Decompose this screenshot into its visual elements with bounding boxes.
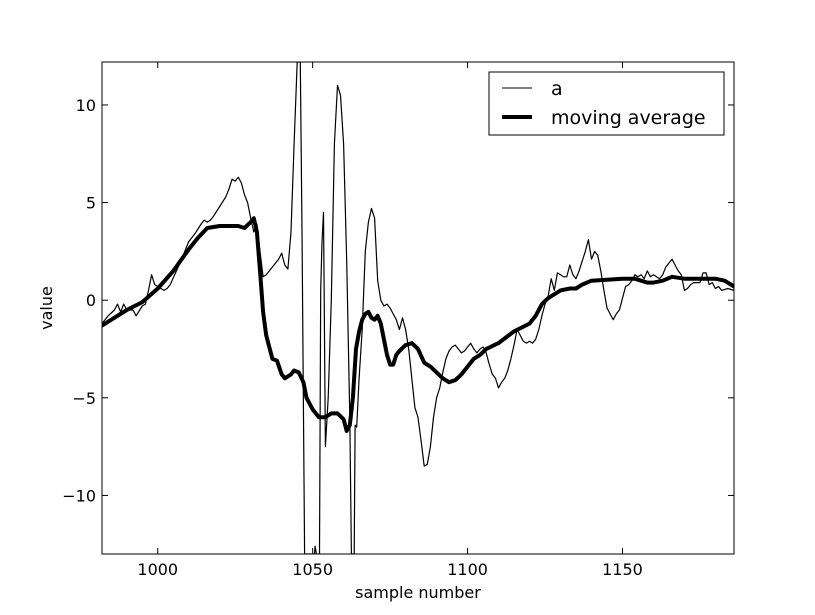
legend-label-a: a xyxy=(551,78,563,100)
y-axis-label: value xyxy=(37,286,56,330)
legend: a moving average xyxy=(488,71,725,136)
x-tick-label: 1000 xyxy=(137,560,178,579)
y-tick-label: −5 xyxy=(72,389,96,408)
x-tick-label: 1050 xyxy=(292,560,333,579)
legend-label-moving-average: moving average xyxy=(551,107,706,129)
y-tick-label: 0 xyxy=(86,291,96,310)
x-axis-label: sample number xyxy=(355,583,481,602)
series-line-a xyxy=(102,62,734,554)
legend-box xyxy=(488,71,725,136)
plot-frame xyxy=(101,61,735,555)
y-tick-label: 10 xyxy=(76,96,96,115)
y-tick-label: 5 xyxy=(86,194,96,213)
series-line-moving-average xyxy=(102,216,734,433)
x-tick-label: 1150 xyxy=(602,560,643,579)
x-tick-label: 1100 xyxy=(447,560,488,579)
y-tick-label: −10 xyxy=(62,486,96,505)
plot-area xyxy=(102,62,734,554)
series-layer xyxy=(102,62,734,554)
